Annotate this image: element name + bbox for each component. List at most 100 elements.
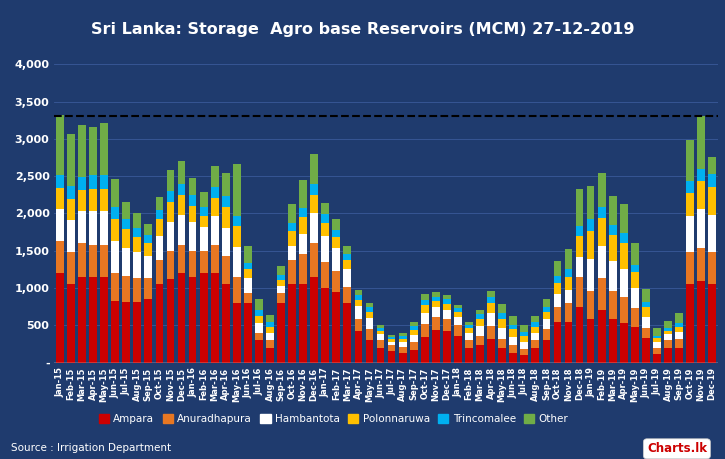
Bar — [344, 286, 351, 303]
Bar — [89, 211, 97, 245]
Bar — [565, 303, 572, 322]
Bar — [554, 261, 561, 276]
Bar — [377, 334, 384, 340]
Bar — [255, 316, 262, 323]
Bar — [310, 213, 318, 243]
Bar — [620, 242, 628, 269]
Text: Charts.lk: Charts.lk — [647, 442, 707, 455]
Bar — [609, 225, 616, 235]
Bar — [653, 338, 660, 341]
Bar — [277, 266, 285, 275]
Bar — [377, 328, 384, 330]
Bar — [432, 297, 439, 302]
Bar — [222, 196, 230, 207]
Bar — [653, 341, 660, 348]
Bar — [687, 140, 694, 181]
Bar — [510, 346, 517, 353]
Bar — [565, 249, 572, 269]
Bar — [465, 325, 473, 328]
Bar — [244, 303, 252, 363]
Bar — [133, 228, 141, 237]
Bar — [321, 223, 329, 236]
Bar — [112, 218, 119, 241]
Bar — [365, 318, 373, 329]
Bar — [399, 353, 407, 363]
Bar — [255, 323, 262, 333]
Bar — [188, 195, 196, 206]
Bar — [188, 222, 196, 251]
Bar — [653, 353, 660, 363]
Bar — [333, 292, 340, 363]
Bar — [365, 308, 373, 312]
Bar — [266, 315, 274, 322]
Bar — [222, 173, 230, 196]
Bar — [355, 290, 362, 296]
Bar — [687, 284, 694, 363]
Bar — [554, 294, 561, 307]
Bar — [123, 248, 130, 276]
Bar — [609, 196, 616, 225]
Bar — [377, 340, 384, 348]
Bar — [100, 211, 108, 245]
Bar — [565, 290, 572, 303]
Bar — [708, 157, 716, 174]
Bar — [89, 189, 97, 211]
Bar — [156, 284, 163, 363]
Bar — [410, 335, 418, 342]
Bar — [200, 216, 207, 227]
Bar — [233, 247, 241, 277]
Bar — [653, 328, 660, 336]
Bar — [487, 291, 495, 297]
Bar — [432, 330, 439, 363]
Bar — [365, 340, 373, 363]
Bar — [200, 251, 207, 273]
Bar — [299, 254, 307, 284]
Bar — [67, 186, 75, 199]
Bar — [100, 175, 108, 189]
Bar — [388, 337, 395, 340]
Bar — [377, 330, 384, 334]
Bar — [244, 263, 252, 269]
Bar — [542, 319, 550, 329]
Bar — [67, 220, 75, 252]
Bar — [78, 177, 86, 190]
Bar — [200, 227, 207, 251]
Bar — [587, 319, 594, 363]
Bar — [56, 188, 64, 209]
Bar — [388, 335, 395, 337]
Bar — [487, 326, 495, 339]
Bar — [299, 180, 307, 208]
Bar — [321, 214, 329, 223]
Bar — [443, 331, 451, 363]
Bar — [144, 224, 152, 235]
Bar — [642, 289, 650, 302]
Bar — [144, 278, 152, 299]
Bar — [56, 174, 64, 188]
Bar — [565, 277, 572, 290]
Bar — [642, 338, 650, 363]
Bar — [78, 211, 86, 243]
Bar — [432, 317, 439, 330]
Bar — [620, 269, 628, 297]
Bar — [642, 317, 650, 328]
Bar — [89, 175, 97, 189]
Bar — [67, 284, 75, 363]
Bar — [421, 300, 428, 305]
Bar — [388, 346, 395, 352]
Bar — [587, 291, 594, 319]
Bar — [675, 340, 683, 348]
Bar — [687, 217, 694, 252]
Bar — [167, 191, 174, 202]
Bar — [565, 322, 572, 363]
Bar — [664, 334, 672, 340]
Bar — [554, 283, 561, 294]
Bar — [598, 246, 605, 278]
Bar — [498, 339, 506, 348]
Bar — [664, 340, 672, 348]
Bar — [521, 355, 528, 363]
Bar — [609, 319, 616, 363]
Bar — [631, 308, 639, 327]
Bar — [587, 186, 594, 219]
Bar — [299, 208, 307, 217]
Bar — [587, 219, 594, 230]
